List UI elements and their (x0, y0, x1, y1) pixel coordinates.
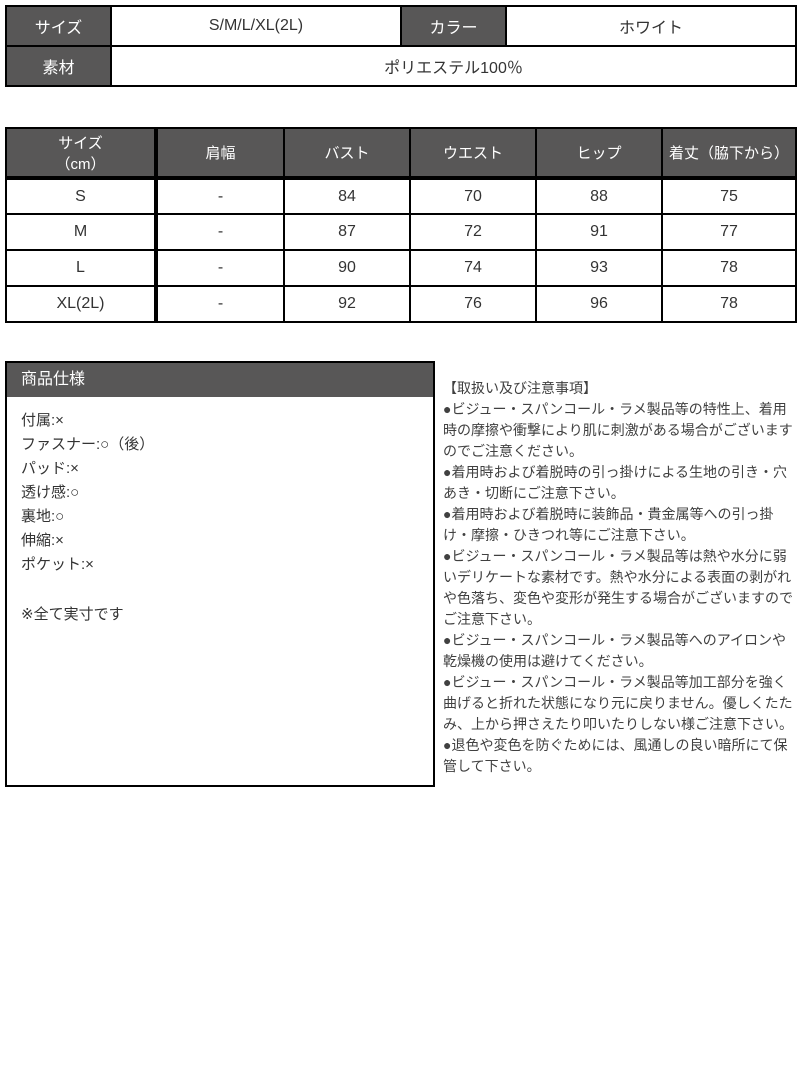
handling-note-item: ●ビジュー・スパンコール・ラメ製品等加工部分を強く曲げると折れた状態になり元に戻… (443, 674, 793, 732)
spec-item-sheerness: 透け感:○ (21, 484, 80, 501)
info-row-size-color: サイズ S/M/L/XL(2L) カラー ホワイト (5, 5, 797, 47)
spec-box-body: 付属:× ファスナー:○（後） パッド:× 透け感:○ 裏地:○ 伸縮:× ポケ… (7, 397, 433, 639)
size-cell: XL(2L) (5, 285, 158, 323)
product-info-table: サイズ S/M/L/XL(2L) カラー ホワイト 素材 ポリエステル100％ (5, 5, 797, 87)
handling-note-item: ●退色や変色を防ぐためには、風通しの良い暗所にて保管して下さい。 (443, 737, 788, 774)
size-chart-header-row: サイズ （cm） 肩幅 バスト ウエスト ヒップ 着丈（脇下から） (5, 127, 797, 180)
hip-cell: 88 (535, 177, 663, 215)
hip-cell: 93 (535, 249, 663, 287)
size-chart-row-s: S - 84 70 88 75 (5, 177, 797, 215)
spec-measurement-note: ※全て実寸です (21, 606, 124, 623)
waist-cell: 74 (409, 249, 537, 287)
size-header-line2: （cm） (55, 155, 106, 173)
hip-header-cell: ヒップ (535, 127, 663, 180)
handling-note-item: ●ビジュー・スパンコール・ラメ製品等は熱や水分に弱いデリケートな素材です。熱や水… (443, 548, 793, 627)
size-cell: L (5, 249, 158, 287)
handling-note-item: ●着用時および着脱時の引っ掛けによる生地の引き・穴あき・切断にご注意下さい。 (443, 464, 788, 501)
bust-cell: 90 (283, 249, 411, 287)
size-chart-row-l: L - 90 74 93 78 (5, 249, 797, 287)
waist-header-cell: ウエスト (409, 127, 537, 180)
waist-cell: 76 (409, 285, 537, 323)
waist-cell: 72 (409, 213, 537, 251)
spec-item-pad: パッド:× (21, 460, 79, 477)
length-cell: 77 (661, 213, 797, 251)
spec-item-accessory: 付属:× (21, 412, 64, 429)
shoulder-cell: - (155, 213, 285, 251)
bust-cell: 84 (283, 177, 411, 215)
handling-note-item: ●着用時および着脱時に装飾品・貴金属等への引っ掛け・摩擦・ひきつれ等にご注意下さ… (443, 506, 774, 543)
spec-item-lining: 裏地:○ (21, 508, 65, 525)
spec-box-title: 商品仕様 (7, 363, 433, 397)
shoulder-cell: - (155, 285, 285, 323)
length-cell: 75 (661, 177, 797, 215)
handling-note-item: ●ビジュー・スパンコール・ラメ製品等の特性上、着用時の摩擦や衝撃により肌に刺激が… (443, 401, 793, 459)
color-header-cell: カラー (400, 5, 507, 47)
bust-header-cell: バスト (283, 127, 411, 180)
info-row-material: 素材 ポリエステル100％ (5, 45, 797, 87)
hip-cell: 96 (535, 285, 663, 323)
size-cell: S (5, 177, 158, 215)
material-value-cell: ポリエステル100％ (110, 45, 797, 87)
bust-cell: 87 (283, 213, 411, 251)
hip-cell: 91 (535, 213, 663, 251)
color-value-cell: ホワイト (505, 5, 797, 47)
size-header-line1: サイズ (58, 134, 103, 152)
spec-item-stretch: 伸縮:× (21, 532, 64, 549)
waist-cell: 70 (409, 177, 537, 215)
length-cell: 78 (661, 249, 797, 287)
length-cell: 78 (661, 285, 797, 323)
size-header-cell: サイズ (5, 5, 112, 47)
shoulder-header-cell: 肩幅 (155, 127, 285, 180)
size-chart-table: サイズ （cm） 肩幅 バスト ウエスト ヒップ 着丈（脇下から） S - 84… (5, 127, 797, 323)
material-header-cell: 素材 (5, 45, 112, 87)
size-value-cell: S/M/L/XL(2L) (110, 5, 402, 47)
product-spec-box: 商品仕様 付属:× ファスナー:○（後） パッド:× 透け感:○ 裏地:○ 伸縮… (5, 361, 435, 787)
shoulder-cell: - (155, 249, 285, 287)
shoulder-cell: - (155, 177, 285, 215)
handling-notes-title: 【取扱い及び注意事項】 (443, 380, 597, 396)
size-chart-row-m: M - 87 72 91 77 (5, 213, 797, 251)
handling-note-item: ●ビジュー・スパンコール・ラメ製品等へのアイロンや乾燥機の使用は避けてください。 (443, 632, 787, 669)
size-cm-header-cell: サイズ （cm） (5, 127, 158, 180)
spec-item-pocket: ポケット:× (21, 556, 94, 573)
handling-notes-section: 【取扱い及び注意事項】 ●ビジュー・スパンコール・ラメ製品等の特性上、着用時の摩… (443, 378, 799, 777)
size-chart-row-xl: XL(2L) - 92 76 96 78 (5, 285, 797, 323)
size-cell: M (5, 213, 158, 251)
length-header-cell: 着丈（脇下から） (661, 127, 797, 180)
spec-item-fastener: ファスナー:○（後） (21, 436, 155, 453)
bust-cell: 92 (283, 285, 411, 323)
